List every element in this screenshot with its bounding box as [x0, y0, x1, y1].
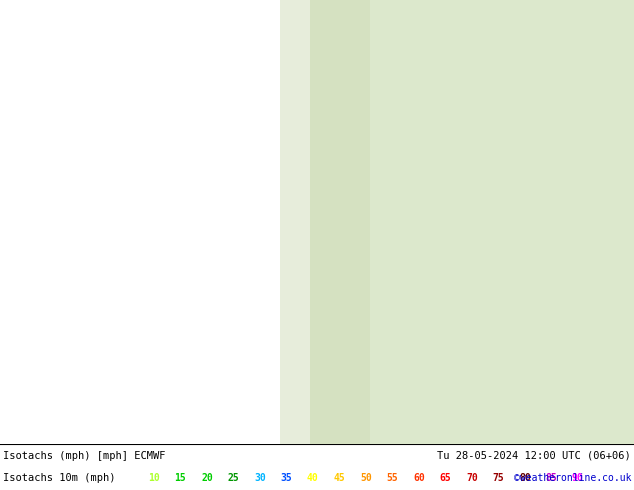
Text: 65: 65 — [439, 473, 451, 483]
Text: 20: 20 — [201, 473, 213, 483]
Text: ©weatheronline.co.uk: ©weatheronline.co.uk — [514, 473, 631, 483]
Text: 50: 50 — [360, 473, 372, 483]
Text: Isotachs (mph) [mph] ECMWF: Isotachs (mph) [mph] ECMWF — [3, 451, 165, 461]
Text: 70: 70 — [466, 473, 478, 483]
Polygon shape — [310, 0, 634, 444]
Text: 35: 35 — [280, 473, 292, 483]
Text: 10: 10 — [148, 473, 160, 483]
Text: 30: 30 — [254, 473, 266, 483]
Text: 40: 40 — [307, 473, 319, 483]
Text: 85: 85 — [545, 473, 557, 483]
Text: 45: 45 — [333, 473, 346, 483]
Polygon shape — [280, 0, 370, 444]
Text: 75: 75 — [493, 473, 504, 483]
Text: 60: 60 — [413, 473, 425, 483]
Text: 80: 80 — [519, 473, 531, 483]
Text: Isotachs 10m (mph): Isotachs 10m (mph) — [3, 473, 115, 483]
Text: 15: 15 — [174, 473, 186, 483]
Text: 90: 90 — [572, 473, 584, 483]
Text: 25: 25 — [228, 473, 239, 483]
Text: 55: 55 — [387, 473, 398, 483]
Text: Tu 28-05-2024 12:00 UTC (06+06): Tu 28-05-2024 12:00 UTC (06+06) — [437, 451, 631, 461]
